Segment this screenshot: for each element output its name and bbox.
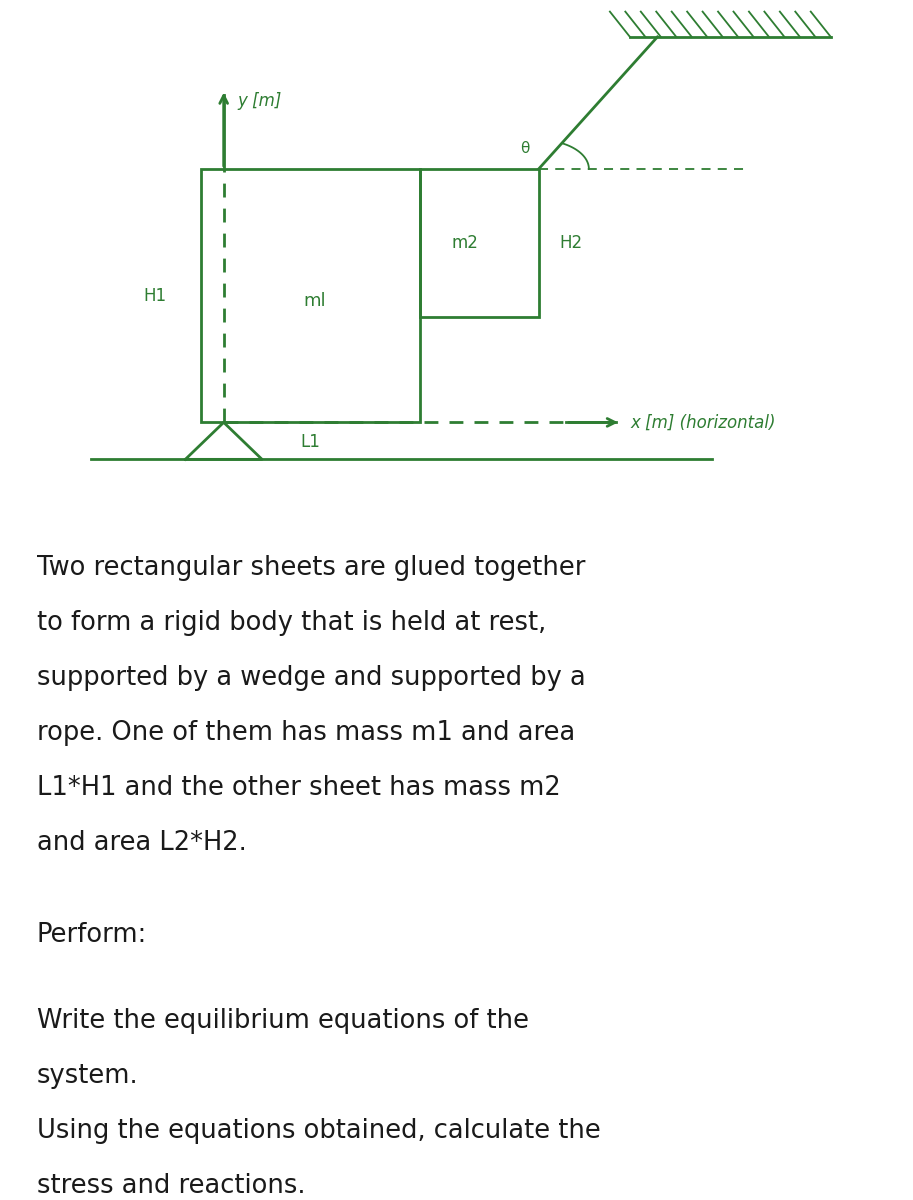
Text: ml: ml — [303, 292, 326, 310]
Text: H1: H1 — [143, 287, 167, 305]
Text: Write the equilibrium equations of the: Write the equilibrium equations of the — [37, 1008, 529, 1034]
Text: H2: H2 — [559, 234, 582, 252]
Text: y [m]: y [m] — [237, 92, 282, 110]
Text: θ: θ — [520, 142, 530, 156]
Text: x [m] (horizontal): x [m] (horizontal) — [630, 413, 775, 431]
Text: system.: system. — [37, 1063, 138, 1088]
Text: supported by a wedge and supported by a: supported by a wedge and supported by a — [37, 665, 585, 691]
Text: stress and reactions.: stress and reactions. — [37, 1174, 305, 1199]
Text: L1*H1 and the other sheet has mass m2: L1*H1 and the other sheet has mass m2 — [37, 775, 561, 802]
Text: to form a rigid body that is held at rest,: to form a rigid body that is held at res… — [37, 610, 546, 636]
Text: L1: L1 — [300, 433, 320, 451]
Text: rope. One of them has mass m1 and area: rope. One of them has mass m1 and area — [37, 720, 575, 746]
Text: m2: m2 — [452, 234, 478, 252]
Text: Perform:: Perform: — [37, 923, 147, 948]
Text: and area L2*H2.: and area L2*H2. — [37, 830, 247, 857]
Text: Using the equations obtained, calculate the: Using the equations obtained, calculate … — [37, 1118, 600, 1144]
Bar — [201, 169, 420, 422]
Bar — [420, 169, 539, 317]
Text: Two rectangular sheets are glued together: Two rectangular sheets are glued togethe… — [37, 554, 585, 581]
